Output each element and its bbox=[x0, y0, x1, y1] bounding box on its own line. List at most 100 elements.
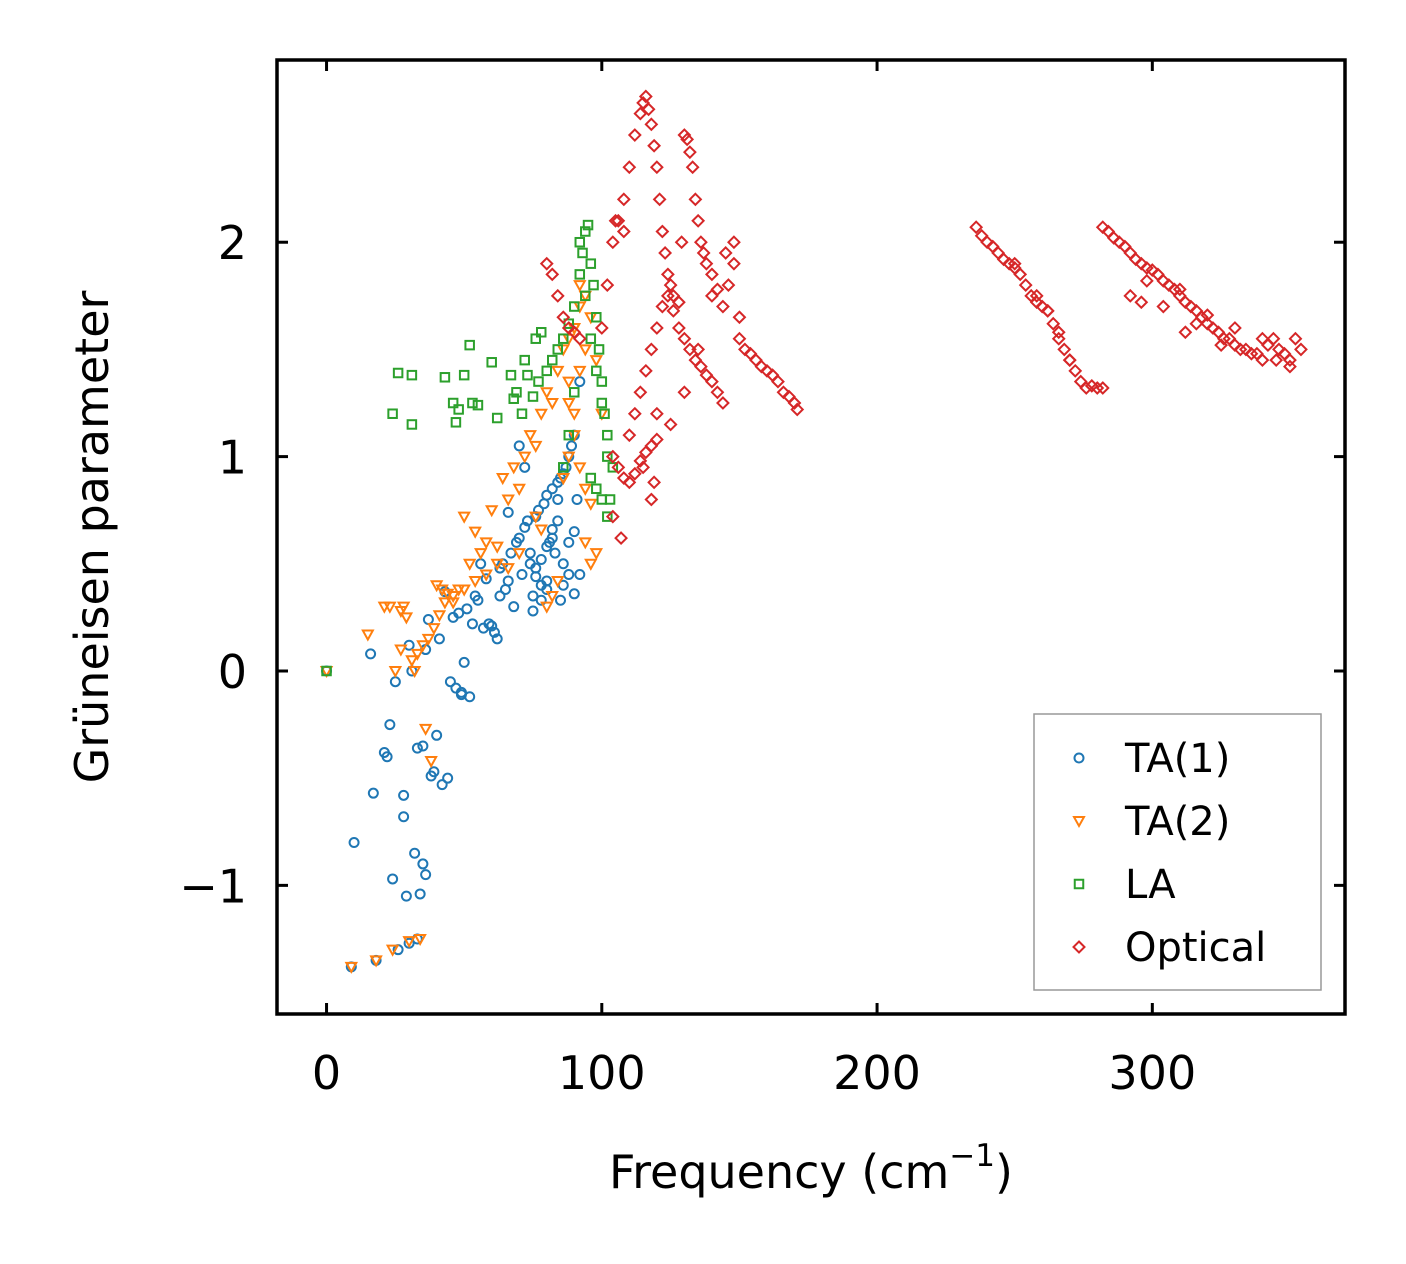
point-optical bbox=[652, 192, 667, 207]
point-la bbox=[569, 387, 580, 398]
point-la bbox=[593, 344, 605, 355]
point-optical bbox=[608, 213, 623, 228]
point-ta-1 bbox=[494, 590, 506, 602]
point-optical bbox=[600, 278, 615, 293]
point-ta-1 bbox=[552, 493, 564, 505]
point-optical bbox=[633, 106, 648, 121]
point-optical bbox=[622, 160, 637, 175]
legend: TA(1) TA(2) LA Optical bbox=[1033, 713, 1322, 991]
point-optical bbox=[655, 224, 670, 239]
point-la bbox=[508, 393, 519, 404]
point-la bbox=[541, 365, 553, 377]
point-ta-2 bbox=[438, 597, 452, 610]
point-la bbox=[467, 397, 478, 409]
point-ta-1 bbox=[519, 521, 531, 533]
point-ta-2 bbox=[534, 524, 548, 537]
point-optical bbox=[1227, 321, 1242, 335]
y-tick-label: 1 bbox=[218, 431, 247, 485]
point-la bbox=[596, 397, 608, 409]
point-la bbox=[596, 376, 608, 387]
point-optical bbox=[649, 406, 664, 421]
point-optical bbox=[1123, 288, 1138, 303]
x-tick-label: 300 bbox=[1108, 1046, 1196, 1100]
point-ta-1 bbox=[502, 575, 514, 587]
point-optical bbox=[605, 235, 620, 250]
point-optical bbox=[611, 213, 626, 228]
point-optical bbox=[685, 160, 700, 175]
point-ta-2 bbox=[578, 344, 592, 357]
point-ta-1 bbox=[367, 787, 379, 799]
point-optical bbox=[710, 385, 725, 400]
point-optical bbox=[1266, 331, 1281, 346]
point-la bbox=[563, 318, 575, 329]
point-ta-2 bbox=[485, 505, 499, 518]
point-ta-2 bbox=[567, 430, 581, 443]
point-optical bbox=[1057, 342, 1072, 357]
legend-label-ta-1: TA(1) bbox=[1124, 736, 1230, 782]
point-ta-2 bbox=[562, 376, 576, 389]
point-optical bbox=[1139, 273, 1154, 288]
point-ta-1 bbox=[365, 648, 377, 660]
point-optical bbox=[572, 331, 587, 346]
point-ta-1 bbox=[472, 594, 484, 606]
point-optical bbox=[696, 246, 711, 260]
point-ta-2 bbox=[496, 473, 510, 486]
point-optical bbox=[1040, 303, 1055, 318]
point-optical bbox=[969, 220, 984, 235]
point-optical bbox=[727, 235, 741, 250]
point-optical bbox=[693, 235, 708, 250]
point-optical bbox=[1172, 282, 1187, 297]
y-tick-label: −1 bbox=[179, 859, 247, 913]
point-la bbox=[516, 408, 528, 419]
y-axis-label: Grüneisen parameter bbox=[65, 290, 119, 783]
point-ta-2 bbox=[529, 440, 543, 453]
point-ta-2 bbox=[457, 584, 471, 597]
point-ta-2 bbox=[410, 648, 425, 661]
point-optical bbox=[1294, 342, 1308, 357]
point-la bbox=[602, 511, 613, 522]
point-optical bbox=[1288, 331, 1303, 346]
point-ta-1 bbox=[381, 751, 393, 763]
point-ta-2 bbox=[479, 569, 493, 582]
point-optical bbox=[787, 396, 802, 410]
point-ta-1 bbox=[521, 515, 533, 527]
point-la bbox=[406, 369, 418, 381]
point-la bbox=[585, 472, 597, 484]
point-ta-1 bbox=[541, 584, 553, 596]
point-ta-2 bbox=[388, 665, 403, 679]
point-optical bbox=[688, 192, 703, 207]
point-ta-1 bbox=[417, 858, 429, 870]
point-optical bbox=[1200, 308, 1215, 323]
point-ta-1 bbox=[428, 766, 440, 778]
point-ta-2 bbox=[556, 344, 570, 357]
point-ta-1 bbox=[513, 532, 525, 544]
point-optical bbox=[716, 396, 730, 410]
point-optical bbox=[677, 128, 692, 142]
point-optical bbox=[545, 267, 560, 282]
point-optical bbox=[649, 160, 664, 175]
point-la bbox=[588, 279, 599, 291]
point-ta-2 bbox=[584, 558, 598, 571]
point-ta-2 bbox=[383, 601, 397, 614]
point-ta-2 bbox=[446, 590, 460, 604]
point-la bbox=[530, 333, 541, 344]
point-la bbox=[563, 429, 575, 441]
point-la bbox=[522, 369, 533, 381]
point-optical bbox=[691, 213, 706, 228]
point-ta-1 bbox=[458, 656, 470, 668]
point-optical bbox=[1134, 295, 1149, 310]
point-optical bbox=[633, 453, 648, 468]
point-ta-1 bbox=[571, 493, 583, 505]
point-ta-1 bbox=[414, 888, 426, 900]
point-ta-2 bbox=[399, 612, 414, 625]
point-optical bbox=[1095, 381, 1110, 395]
point-ta-1 bbox=[488, 626, 500, 638]
point-ta-2 bbox=[573, 280, 587, 293]
point-optical bbox=[704, 288, 719, 303]
y-tick-label: 2 bbox=[218, 216, 247, 270]
point-la bbox=[580, 226, 591, 237]
point-ta-1 bbox=[461, 603, 473, 615]
point-optical bbox=[660, 288, 675, 303]
point-ta-1 bbox=[566, 440, 578, 452]
